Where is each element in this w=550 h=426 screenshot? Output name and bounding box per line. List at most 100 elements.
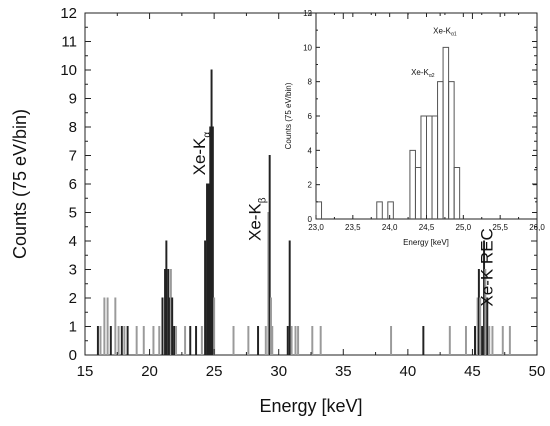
histogram-bin xyxy=(165,240,168,355)
y-tick-label: 9 xyxy=(69,91,77,108)
x-tick-label: 15 xyxy=(77,363,94,380)
inset-y-tick-label: 0 xyxy=(308,215,313,224)
histogram-bin xyxy=(204,240,207,355)
x-axis-label: Energy [keV] xyxy=(259,396,362,416)
histogram-bin xyxy=(486,297,489,355)
inset-plot: 23,0 23,5 24,0 24,5 25,0 25,5 26,0 0 2 4 6 8 10 12 Xe… xyxy=(284,9,545,247)
y-tick-label: 4 xyxy=(69,233,77,250)
inset-y-tick-label: 8 xyxy=(308,78,313,87)
x-tick-label: 20 xyxy=(141,363,158,380)
histogram-bin xyxy=(114,297,117,355)
histogram-bin xyxy=(161,297,164,355)
histogram-bin xyxy=(99,326,102,355)
histogram-bin xyxy=(481,326,484,355)
histogram-bin xyxy=(206,183,209,355)
y-tick-label: 2 xyxy=(69,290,77,307)
main-peak-labels: Xe-Kα Xe-Kβ Xe-K REC xyxy=(190,132,496,307)
xe-k-beta-label: Xe-Kβ xyxy=(246,197,269,241)
inset-histogram-bin xyxy=(315,201,323,219)
histogram-bin xyxy=(464,326,467,355)
y-tick-label: 3 xyxy=(69,262,77,279)
inset-y-tick-label: 6 xyxy=(308,112,313,121)
histogram-bin xyxy=(103,297,106,355)
inset-x-tick-label: 23,5 xyxy=(345,223,361,232)
histogram-bin xyxy=(390,326,393,355)
histogram-bin xyxy=(268,155,271,355)
histogram-bin xyxy=(257,326,260,355)
inset-x-tick-label: 26,0 xyxy=(529,223,545,232)
histogram-bin xyxy=(200,326,203,355)
inset-histogram-bin xyxy=(387,201,394,219)
histogram-bin xyxy=(271,326,274,355)
y-tick-label: 5 xyxy=(69,205,77,222)
histogram-bin xyxy=(508,326,511,355)
histogram-bin xyxy=(474,326,476,355)
histogram-bin xyxy=(319,326,322,355)
x-tick-label: 50 xyxy=(529,363,546,380)
xe-k-alpha1-label: Xe-Kα1 xyxy=(433,27,457,38)
inset-x-tick-label: 25,0 xyxy=(456,223,472,232)
histogram-bin xyxy=(264,326,267,355)
inset-y-tick-label: 12 xyxy=(303,9,312,18)
y-axis-label: Counts (75 eV/bin) xyxy=(10,109,30,259)
histogram-bin xyxy=(106,297,109,355)
inset-x-axis-label: Energy [keV] xyxy=(403,238,449,247)
xe-k-rec-label: Xe-K REC xyxy=(477,228,496,306)
histogram-bin xyxy=(232,326,235,355)
histogram-bin xyxy=(479,297,482,355)
inset-x-tick-label: 24,0 xyxy=(382,223,398,232)
histogram-bin xyxy=(422,326,425,355)
inset-y-tick-label: 4 xyxy=(308,146,313,155)
histogram-bin xyxy=(491,326,494,355)
inset-histogram-bin xyxy=(448,81,455,219)
x-tick-label: 40 xyxy=(400,363,417,380)
histogram-bin xyxy=(142,326,145,355)
histogram-bin xyxy=(184,326,187,355)
x-tick-label: 35 xyxy=(335,363,352,380)
histogram-bin xyxy=(173,326,176,355)
inset-peak-labels: Xe-Kα2 Xe-Kα1 xyxy=(411,27,457,79)
histogram-bin xyxy=(501,326,504,355)
y-tick-label: 7 xyxy=(69,148,77,165)
histogram-bin xyxy=(211,126,214,355)
histogram-bin xyxy=(135,326,138,355)
inset-histogram-bin xyxy=(453,167,461,219)
histogram-bin xyxy=(484,269,487,355)
inset-x-tick-label: 23,0 xyxy=(308,223,324,232)
y-tick-label: 12 xyxy=(60,5,77,22)
histogram-bin xyxy=(117,326,120,355)
histogram-bin xyxy=(286,326,289,355)
histogram-bin xyxy=(294,326,297,355)
histogram-bin xyxy=(288,240,291,355)
inset-x-tick-label: 25,5 xyxy=(492,223,508,232)
histogram-bin xyxy=(171,297,174,355)
histogram-bin xyxy=(109,326,112,355)
y-tick-label: 11 xyxy=(61,34,77,51)
y-tick-label: 8 xyxy=(69,119,77,136)
y-tick-label: 10 xyxy=(60,62,77,79)
inset-y-axis-label: Counts (75 eV/bin) xyxy=(284,82,293,149)
histogram-bin xyxy=(123,326,126,355)
histogram-bin xyxy=(195,326,198,355)
x-tick-label: 30 xyxy=(270,363,287,380)
histogram-bin xyxy=(297,326,300,355)
inset-x-tick-label: 24,5 xyxy=(419,223,435,232)
histogram-bin xyxy=(448,326,451,355)
inset-y-tick-label: 10 xyxy=(303,43,312,52)
xe-k-alpha-label: Xe-Kα xyxy=(190,132,213,176)
inset-histogram-bins xyxy=(315,46,461,219)
histogram-bin xyxy=(290,326,293,355)
histogram-bin xyxy=(158,326,161,355)
y-tick-label: 6 xyxy=(69,176,77,193)
histogram-bin xyxy=(311,326,314,355)
histogram-bin xyxy=(175,326,178,355)
xe-k-alpha2-label: Xe-Kα2 xyxy=(411,68,435,79)
histogram-bin xyxy=(247,326,250,355)
inset-histogram-bin xyxy=(376,201,383,219)
histogram-bin xyxy=(120,326,123,355)
inset-y-tick-label: 2 xyxy=(308,181,313,190)
x-tick-label: 25 xyxy=(206,363,223,380)
y-tick-label: 0 xyxy=(69,347,77,364)
